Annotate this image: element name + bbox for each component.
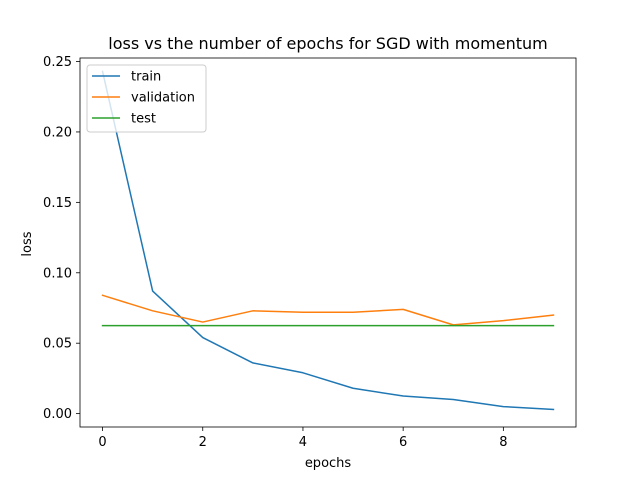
- y-tick-label: 0.00: [43, 407, 72, 422]
- plot-frame: [79, 57, 577, 428]
- x-tick-label: 2: [199, 435, 207, 450]
- x-tick-label: 4: [299, 435, 307, 450]
- y-tick-label: 0.20: [43, 125, 72, 140]
- y-tick-label: 0.15: [43, 196, 72, 211]
- chart-title: loss vs the number of epochs for SGD wit…: [108, 34, 547, 53]
- y-axis: 0.00 0.05 0.10 0.15 0.20 0.25: [43, 55, 80, 422]
- plot-area: [79, 57, 577, 428]
- legend-label-test: test: [131, 112, 156, 127]
- series-line-train: [101, 70, 555, 411]
- x-axis: 0 2 4 6 8: [98, 427, 507, 450]
- y-axis-label: loss: [20, 231, 35, 256]
- x-axis-label: epochs: [305, 456, 352, 471]
- x-tick-label: 8: [499, 435, 507, 450]
- x-tick-label: 6: [399, 435, 407, 450]
- legend: train validation test: [86, 64, 207, 133]
- legend-label-train: train: [131, 70, 161, 85]
- legend-box: [86, 64, 207, 133]
- x-tick-label: 0: [98, 435, 106, 450]
- legend-label-validation: validation: [131, 91, 195, 106]
- y-tick-label: 0.25: [43, 55, 72, 70]
- y-tick-label: 0.10: [43, 266, 72, 281]
- y-tick-label: 0.05: [43, 337, 72, 352]
- series-line-validation: [101, 294, 555, 326]
